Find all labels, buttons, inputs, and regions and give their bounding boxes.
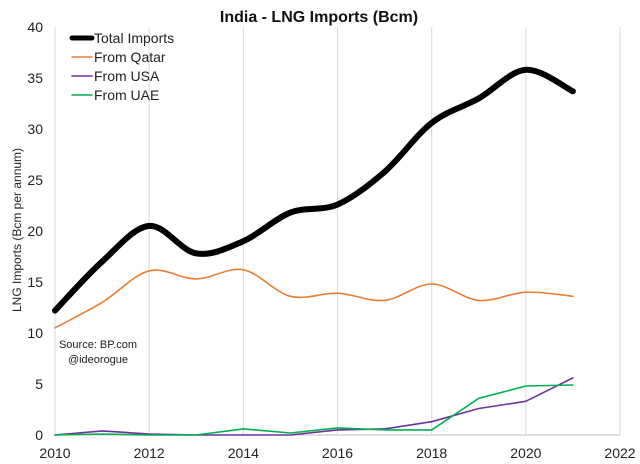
x-tick-label: 2020 — [510, 445, 541, 461]
y-tick-label: 5 — [35, 376, 43, 392]
y-tick-label: 15 — [27, 274, 43, 290]
x-tick-label: 2012 — [134, 445, 165, 461]
y-axis-label: LNG Imports (Bcm per annum) — [10, 148, 24, 312]
x-tick-label: 2022 — [604, 445, 635, 461]
grid-lines — [54, 27, 621, 435]
x-tick-label: 2014 — [228, 445, 259, 461]
y-tick-label: 20 — [27, 223, 43, 239]
y-tick-label: 35 — [27, 70, 43, 86]
legend: Total Imports From Qatar From USA From UAE — [69, 30, 174, 103]
y-tick-label: 30 — [27, 121, 43, 137]
y-tick-label: 40 — [27, 19, 43, 35]
legend-label-from-uae: From UAE — [94, 87, 159, 103]
y-tick-label: 10 — [27, 325, 43, 341]
axis-tick-labels: 2010 2012 2014 2016 2018 2020 2022 0 5 10 15 20 25 30… — [27, 19, 635, 461]
chart-title: India - LNG Imports (Bcm) — [220, 9, 418, 26]
x-tick-label: 2018 — [416, 445, 447, 461]
y-tick-label: 25 — [27, 172, 43, 188]
author-note: @ideorogue — [68, 354, 128, 366]
legend-label-from-usa: From USA — [94, 68, 160, 84]
series-line-from-usa — [54, 377, 574, 436]
series-lines — [52, 66, 576, 436]
series-line-from-uae — [54, 384, 574, 436]
x-tick-label: 2010 — [39, 445, 70, 461]
x-tick-label: 2016 — [322, 445, 353, 461]
series-line-total-imports — [52, 66, 576, 314]
source-note: Source: BP.com — [59, 339, 137, 351]
y-tick-label: 0 — [35, 427, 43, 443]
series-line-from-qatar — [54, 268, 574, 329]
legend-label-total-imports: Total Imports — [94, 30, 174, 46]
legend-label-from-qatar: From Qatar — [94, 49, 166, 65]
